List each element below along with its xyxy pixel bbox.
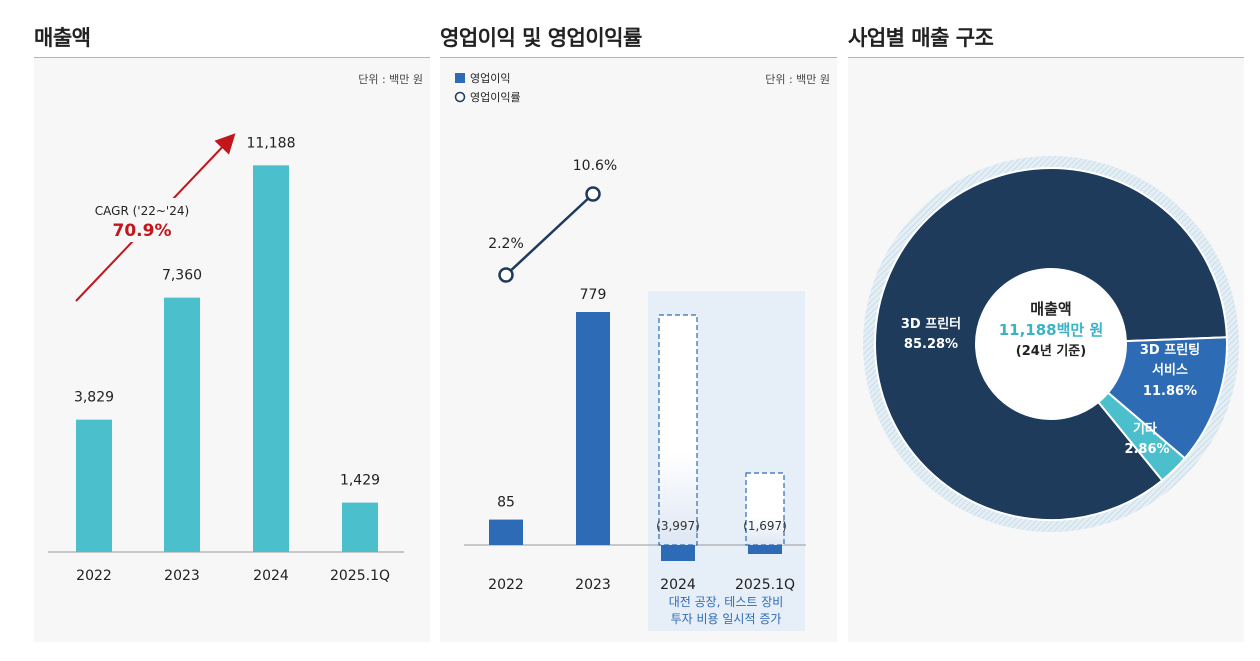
op-note-line-2: 투자 비용 일시적 증가 — [671, 612, 782, 626]
revenue-bar-2022 — [76, 419, 112, 552]
business-mix-donut-chart: 매출액 11,188백만 원 (24년 기준) 3D 프린터 85.28% 3D 프린팅서… — [863, 156, 1239, 532]
margin-point-2023 — [585, 186, 601, 202]
slice-label-3d-printer-name: 3D 프린터 — [901, 316, 961, 332]
revenue-category-label-2025.1Q: 2025.1Q — [330, 568, 390, 584]
op-bar-2023 — [576, 312, 610, 545]
revenue-value-label-2024: 11,188 — [247, 135, 296, 151]
margin-label-2023: 10.6% — [573, 158, 617, 174]
slice-label-other-name: 기타 — [1133, 421, 1157, 437]
revenue-value-label-2025.1Q: 1,429 — [340, 473, 380, 489]
op-bar-2022 — [489, 519, 523, 545]
op-unit-label: 단위 : 백만 원 — [765, 73, 830, 86]
op-income-section-title: 영업이익 및 영업이익률 — [440, 26, 642, 50]
legend-bar-label: 영업이익 — [470, 72, 510, 85]
business-mix-section-title: 사업별 매출 구조 — [848, 26, 994, 50]
op-category-label-2023: 2023 — [575, 577, 611, 593]
op-bar-2025.1Q — [748, 545, 782, 554]
revenue-bar-2023 — [164, 297, 200, 552]
op-value-label-2025.1Q: (1,697) — [743, 519, 787, 533]
margin-line-segment — [505, 193, 594, 276]
revenue-section-title: 매출액 — [34, 26, 91, 50]
revenue-unit-label: 단위 : 백만 원 — [358, 73, 423, 86]
slice-label-3d-printer-value: 85.28% — [904, 337, 958, 352]
revenue-chart-panel: 단위 : 백만 원 3,829 2022 7,360 2023 11,188 2024 1,4… — [34, 58, 430, 642]
margin-label-2022: 2.2% — [488, 236, 524, 252]
op-income-title-underline — [440, 57, 837, 58]
legend-bar-swatch — [455, 73, 465, 83]
slice-label-3d-service-name-2: 서비스 — [1152, 363, 1188, 378]
op-value-label-2024: (3,997) — [656, 519, 700, 533]
slice-label-other-value: 2.86% — [1124, 442, 1169, 457]
cagr-value: 70.9% — [113, 221, 172, 241]
op-value-label-2023: 779 — [580, 287, 607, 303]
op-category-label-2025.1Q: 2025.1Q — [735, 577, 795, 593]
op-bar-ghost-2024 — [658, 314, 698, 546]
op-note-line-1: 대전 공장, 테스트 장비 — [669, 595, 784, 609]
slice-label-3d-service-name-1: 3D 프린팅 — [1140, 342, 1200, 358]
donut-slice-other — [1096, 391, 1187, 482]
margin-point-2022 — [498, 267, 514, 283]
cagr-label-background — [86, 198, 206, 242]
revenue-value-label-2023: 7,360 — [162, 268, 202, 284]
donut-center-value: 11,188백만 원 — [999, 321, 1104, 339]
revenue-category-label-2023: 2023 — [164, 568, 200, 584]
revenue-bar-2024 — [253, 165, 289, 552]
revenue-category-label-2024: 2024 — [253, 568, 289, 584]
op-bar-2024 — [661, 545, 695, 561]
cagr-label: CAGR ('22~'24) — [95, 204, 189, 218]
revenue-title-underline — [34, 57, 430, 58]
revenue-category-label-2022: 2022 — [76, 568, 112, 584]
op-category-label-2022: 2022 — [488, 577, 524, 593]
donut-center-title: 매출액 — [1030, 300, 1071, 318]
op-value-label-2022: 85 — [497, 495, 515, 511]
revenue-bar-chart: 단위 : 백만 원 3,829 2022 7,360 2023 11,188 2024 1,4… — [48, 73, 423, 584]
donut-slice-3d-printer — [874, 167, 1228, 521]
slice-label-3d-service-value: 11.86% — [1143, 384, 1197, 399]
revenue-bar-2025.1Q — [342, 502, 378, 552]
legend-line-swatch — [454, 91, 466, 103]
business-mix-title-underline — [848, 57, 1244, 58]
donut-center-note: (24년 기준) — [1016, 344, 1086, 359]
legend-line-label: 영업이익률 — [470, 91, 521, 104]
op-bar-ghost-2025.1Q — [745, 472, 785, 546]
op-category-label-2024: 2024 — [660, 577, 696, 593]
revenue-value-label-2022: 3,829 — [74, 390, 114, 406]
donut-center — [977, 270, 1125, 418]
